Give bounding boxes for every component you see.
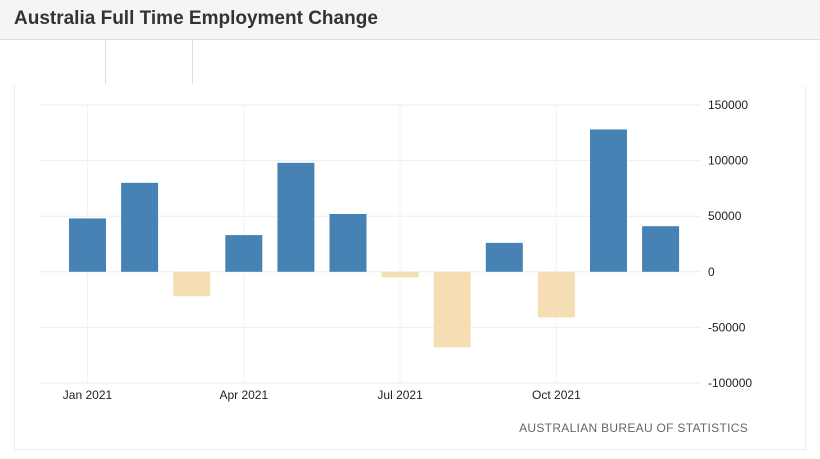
x-tick-label: Apr 2021	[219, 388, 268, 402]
y-axis: 150000 100000 50000 0 -50000 -100000	[708, 98, 752, 390]
tab-bar-filler	[193, 40, 820, 84]
bar[interactable]	[642, 226, 680, 272]
x-tick-label: Oct 2021	[532, 388, 581, 402]
chart-panel	[14, 86, 806, 450]
x-tick-label: Jan 2021	[63, 388, 113, 402]
bar[interactable]	[537, 271, 575, 318]
bar[interactable]	[173, 271, 211, 297]
bar[interactable]	[329, 213, 367, 272]
bar[interactable]	[69, 218, 106, 272]
page-title: Australia Full Time Employment Change	[14, 8, 378, 29]
tab-1[interactable]	[0, 40, 106, 84]
bar[interactable]	[381, 271, 419, 278]
bar[interactable]	[277, 162, 315, 272]
tab-bar	[0, 40, 820, 84]
bar[interactable]	[121, 182, 159, 272]
x-axis: Jan 2021 Apr 2021 Jul 2021 Oct 2021	[63, 388, 581, 402]
bar[interactable]	[485, 242, 523, 272]
y-tick-label: -100000	[708, 376, 752, 390]
y-tick-label: 0	[708, 265, 715, 279]
bar[interactable]	[225, 235, 263, 272]
y-tick-label: -50000	[708, 320, 746, 334]
bar[interactable]	[433, 271, 471, 348]
x-tick-label: Jul 2021	[377, 388, 423, 402]
chart-header: Australia Full Time Employment Change	[0, 0, 820, 40]
source-label: AUSTRALIAN BUREAU OF STATISTICS	[519, 421, 748, 435]
y-tick-label: 150000	[708, 98, 748, 112]
y-tick-label: 100000	[708, 154, 748, 168]
y-tick-label: 50000	[708, 209, 742, 223]
tab-2[interactable]	[106, 40, 193, 84]
bars	[69, 129, 680, 348]
bar[interactable]	[590, 129, 627, 272]
